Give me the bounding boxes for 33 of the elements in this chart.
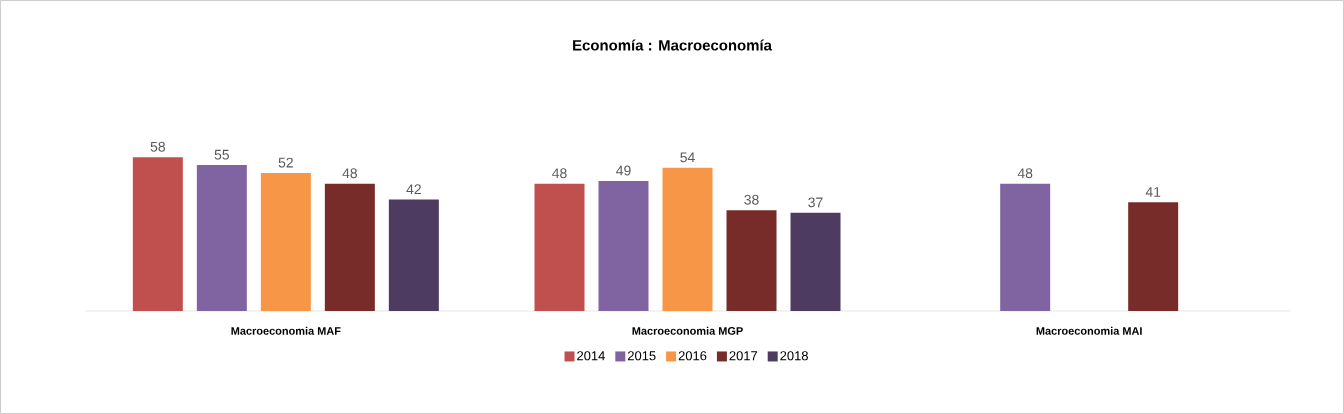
data-label: 48: [552, 168, 567, 179]
x-tick-label: Macroeconomia MGP: [632, 326, 743, 335]
bar: [388, 199, 439, 311]
bar: [324, 183, 375, 311]
legend-label: 2018: [780, 351, 808, 361]
bar: [726, 210, 777, 311]
x-tick-label: Macroeconomia MAF: [231, 326, 341, 335]
x-tick-label: Macroeconomia MAI: [1036, 326, 1142, 335]
data-label: 37: [808, 197, 823, 208]
data-label: 42: [406, 184, 421, 195]
bar: [662, 167, 713, 311]
legend-label: 2015: [627, 351, 656, 361]
bar: [196, 165, 247, 311]
data-label: 49: [616, 165, 631, 176]
bar: [790, 212, 841, 311]
legend-label: 2016: [678, 351, 707, 361]
data-label: 55: [214, 149, 230, 160]
bar: [260, 173, 311, 311]
data-label: 48: [342, 168, 357, 179]
data-label: 54: [680, 152, 695, 163]
data-label: 41: [1145, 187, 1161, 197]
chart-title: Economía : Macroeconomía: [573, 39, 773, 51]
bar: [1128, 202, 1179, 311]
bar: [598, 181, 649, 311]
bar: [132, 157, 183, 311]
data-label: 48: [1017, 168, 1033, 179]
legend-label: 2017: [729, 351, 758, 361]
data-label: 58: [150, 141, 165, 152]
data-label: 38: [744, 194, 759, 205]
bar: [1000, 183, 1051, 311]
legend-label: 2014: [577, 351, 605, 361]
data-label: 52: [278, 157, 293, 168]
bar: [534, 183, 585, 311]
